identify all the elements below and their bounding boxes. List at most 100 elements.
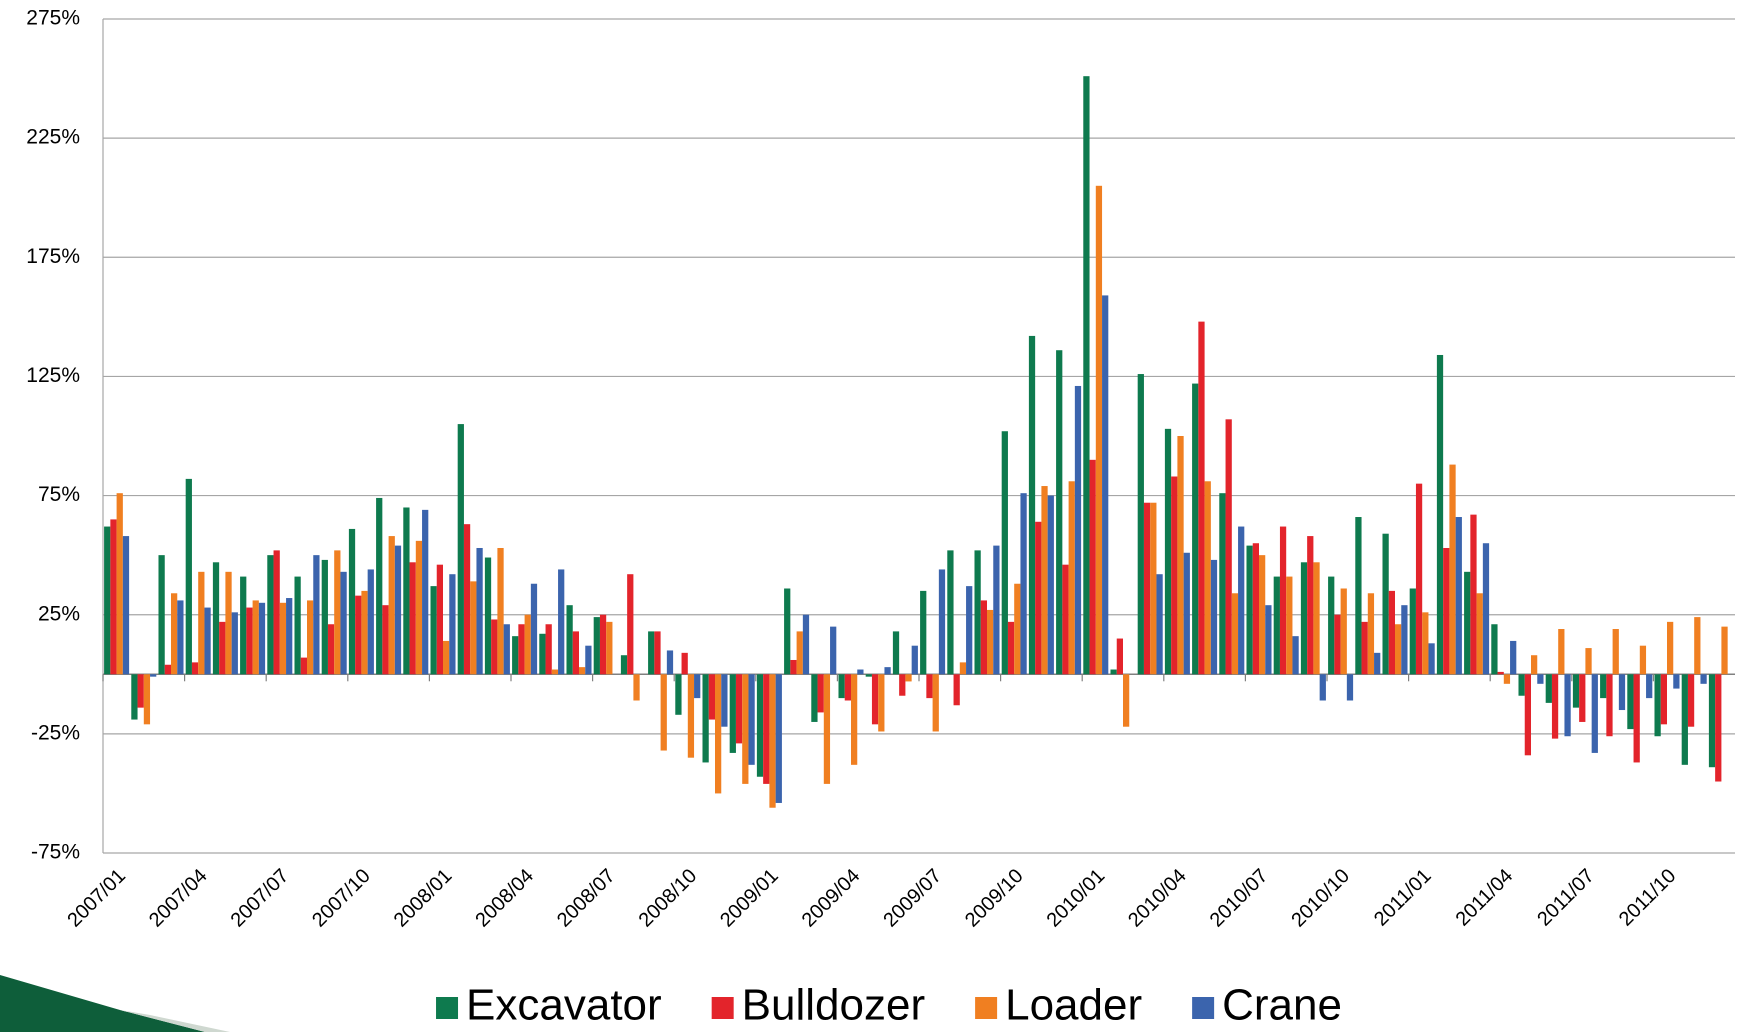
bar [884,667,891,675]
x-tick-label: 2011/10 [1615,865,1681,931]
bar [327,624,335,675]
bar [313,555,320,675]
bar [1334,614,1341,675]
bar [1476,593,1483,675]
bar [1633,674,1640,763]
bar [953,674,960,706]
bar [1177,436,1184,675]
legend-label: Excavator [466,981,662,1030]
bar [579,667,586,675]
bar [905,674,912,682]
x-tick-label: 2008/10 [635,865,702,932]
bar [1700,674,1707,684]
bar [1482,543,1490,675]
x-tick-label: 2008/07 [553,865,620,932]
bar [1470,514,1477,675]
bar [273,550,280,675]
bar [1001,431,1008,675]
bar [1667,621,1674,675]
x-tick-label: 2009/01 [716,865,783,932]
bar [512,636,519,675]
bar [796,631,803,675]
bar [137,674,144,708]
bar [1361,621,1368,675]
x-tick-label: 2010/10 [1287,865,1354,932]
bar [449,574,456,675]
bar [334,550,341,675]
bar [666,650,674,675]
bar [219,621,226,675]
bar [1355,517,1362,675]
bar [892,631,900,675]
bar [1198,321,1205,675]
bar [715,674,722,794]
bar [1164,428,1172,675]
bar [164,664,171,675]
bar [1307,536,1314,675]
bar [1497,671,1504,675]
bar [1464,571,1471,675]
bar [1673,674,1680,689]
bar [185,478,192,675]
bar [443,640,450,675]
bar [748,674,755,765]
bar [938,569,946,675]
bar [633,674,640,701]
bar [1627,674,1634,730]
bar [558,569,565,675]
y-tick-label: 275% [26,7,80,30]
bar [959,662,967,675]
bar [1585,648,1592,675]
bar [1401,605,1408,675]
bar [1313,562,1320,675]
bar [1388,590,1395,675]
bar [551,669,559,675]
bar [1491,624,1498,675]
x-tick-label: 2010/07 [1206,865,1273,932]
bar [300,657,307,675]
bar [116,493,123,675]
bar [470,581,477,675]
bar [681,652,688,675]
y-tick-label: 175% [26,245,80,268]
bar [491,619,498,675]
bar [1204,481,1211,675]
bar [1089,459,1096,675]
x-tick-label: 2011/01 [1370,865,1436,931]
legend-label: Bulldozer [742,981,925,1030]
bar [1537,674,1544,684]
bar [1422,612,1429,675]
bar [1095,185,1103,675]
bar [286,598,293,675]
bar [1715,674,1722,782]
bar [1143,502,1151,675]
bar [1340,588,1347,675]
bar [1518,674,1525,696]
bar [1231,593,1239,675]
bar [1600,674,1607,699]
bar [911,645,918,675]
bar [212,562,220,675]
bar [518,624,525,675]
bar [1591,674,1598,753]
bar [198,571,205,675]
bar [1618,674,1626,711]
bar [497,547,504,675]
bar [1428,643,1435,675]
bar [415,540,423,675]
bar [1219,493,1226,675]
bar [367,569,374,675]
bar [1551,674,1559,739]
bar [708,674,715,720]
bar [920,590,927,675]
bar [974,550,981,675]
bar [1579,674,1586,722]
bar [476,547,483,675]
bar [1455,517,1462,675]
bar [191,662,199,675]
bar [823,674,831,784]
bar [1102,295,1109,675]
y-tick-label: 225% [26,126,80,149]
bar [1606,674,1613,737]
